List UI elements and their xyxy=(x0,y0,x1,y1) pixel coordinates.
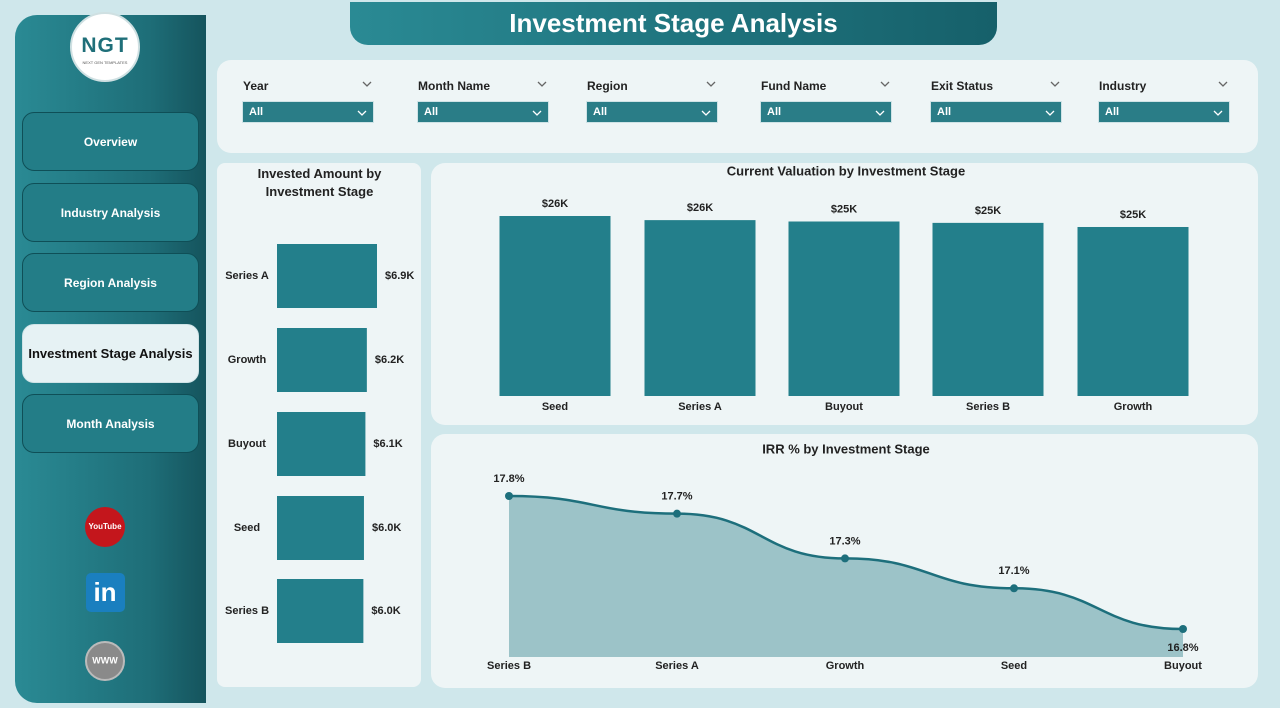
category-label: Growth xyxy=(228,354,267,366)
logo-text: NGT xyxy=(81,34,129,57)
filter-dropdown[interactable]: All xyxy=(930,101,1062,123)
filter-dropdown[interactable]: All xyxy=(760,101,892,123)
point xyxy=(1010,584,1018,593)
category-label: Seed xyxy=(234,522,260,534)
logo-subtitle: NEXT GEN TEMPLATES xyxy=(82,60,128,65)
data-label: $25K xyxy=(975,205,1001,217)
x-tick-label: Series A xyxy=(678,401,722,413)
chevron xyxy=(357,110,367,116)
logo: NGT NEXT GEN TEMPLATES xyxy=(70,12,140,82)
x-tick-label: Buyout xyxy=(825,401,863,413)
area xyxy=(509,496,1183,657)
chevron xyxy=(875,110,885,116)
x-tick-label: Buyout xyxy=(1164,660,1202,672)
data-label: $6.1K xyxy=(373,438,402,450)
filter-dropdown[interactable]: All xyxy=(242,101,374,123)
web-label: WWW xyxy=(92,655,118,665)
data-label: 17.1% xyxy=(998,565,1029,577)
filter-label: Region xyxy=(587,79,628,93)
filter-dropdown[interactable]: All xyxy=(586,101,718,123)
bar xyxy=(277,579,364,643)
chevron xyxy=(1050,81,1060,87)
filter-label: Year xyxy=(243,79,269,93)
bar xyxy=(932,222,1044,396)
category-label: Series B xyxy=(225,605,269,617)
chevron xyxy=(1218,81,1228,87)
chevron xyxy=(880,81,890,87)
x-tick-label: Series B xyxy=(487,660,531,672)
nav-button[interactable]: Region Analysis xyxy=(22,253,199,312)
x-tick-label: Series A xyxy=(655,660,699,672)
nav-button[interactable]: Investment Stage Analysis xyxy=(22,324,199,383)
point xyxy=(1179,625,1187,633)
data-label: 16.8% xyxy=(1167,642,1198,654)
page-title: Investment Stage Analysis xyxy=(350,2,997,45)
bar xyxy=(277,244,377,308)
youtube-icon[interactable]: YouTube xyxy=(85,507,125,547)
filter-label: Fund Name xyxy=(761,79,827,93)
bar xyxy=(277,412,366,476)
data-label: $6.2K xyxy=(375,354,404,366)
chevron xyxy=(706,81,716,87)
linkedin-label: in xyxy=(93,577,116,607)
point xyxy=(841,554,849,563)
data-label: $6.0K xyxy=(371,605,400,617)
filter-dropdown[interactable]: All xyxy=(1098,101,1230,123)
chevron xyxy=(362,81,372,87)
point xyxy=(505,492,513,500)
filter-dropdown[interactable]: All xyxy=(417,101,549,123)
web-icon[interactable]: WWW xyxy=(85,641,125,681)
chevron xyxy=(537,81,547,87)
youtube-label: YouTube xyxy=(88,522,122,531)
linkedin-icon[interactable]: in xyxy=(86,573,125,612)
nav-button[interactable]: Industry Analysis xyxy=(22,183,199,242)
bar xyxy=(788,221,900,396)
chevron xyxy=(1213,110,1223,116)
point xyxy=(673,509,681,518)
x-tick-label: Growth xyxy=(1114,401,1153,413)
bar xyxy=(1077,226,1189,396)
data-label: 17.3% xyxy=(829,535,860,547)
chevron xyxy=(1045,110,1055,116)
data-label: $25K xyxy=(1120,209,1146,221)
data-label: 17.8% xyxy=(493,473,524,485)
x-tick-label: Series B xyxy=(966,401,1010,413)
filter-panel xyxy=(217,60,1258,153)
chart-title: Current Valuation by Investment Stage xyxy=(727,163,965,178)
chart-title: Invested Amount by Investment Stage xyxy=(257,166,382,199)
data-label: $25K xyxy=(831,203,857,215)
chevron xyxy=(701,110,711,116)
chevron xyxy=(532,110,542,116)
bar xyxy=(644,220,756,396)
filter-label: Industry xyxy=(1099,79,1147,93)
data-label: 17.7% xyxy=(661,491,692,503)
data-label: $6.0K xyxy=(372,522,401,534)
x-tick-label: Growth xyxy=(826,660,865,672)
bar xyxy=(499,216,611,396)
nav-button[interactable]: Overview xyxy=(22,112,199,171)
bar xyxy=(277,496,364,560)
bar xyxy=(277,328,367,392)
x-tick-label: Seed xyxy=(1001,660,1027,672)
category-label: Buyout xyxy=(228,438,266,450)
category-label: Series A xyxy=(225,270,269,282)
x-tick-label: Seed xyxy=(542,401,568,413)
data-label: $26K xyxy=(687,202,713,214)
filter-label: Month Name xyxy=(418,79,490,93)
data-label: $6.9K xyxy=(385,270,414,282)
nav-button[interactable]: Month Analysis xyxy=(22,394,199,453)
data-label: $26K xyxy=(542,198,568,210)
chart-title: IRR % by Investment Stage xyxy=(762,441,930,456)
filter-label: Exit Status xyxy=(931,79,994,93)
